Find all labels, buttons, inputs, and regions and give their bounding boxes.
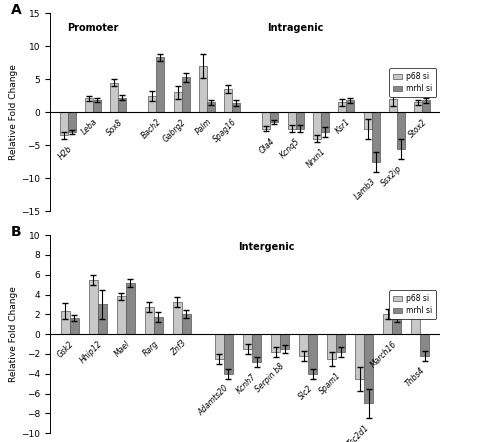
Bar (232, 103, 240, 112)
Text: Intragenic: Intragenic (268, 23, 324, 33)
Text: Rarg: Rarg (141, 339, 160, 358)
Text: A: A (11, 4, 22, 17)
Bar (321, 112, 329, 132)
Bar (117, 297, 126, 334)
Bar (60, 112, 68, 135)
Bar (252, 334, 261, 362)
Text: Spag16: Spag16 (212, 117, 238, 144)
Bar (88, 280, 98, 334)
Bar (414, 103, 422, 112)
Text: B: B (11, 225, 22, 239)
Bar (288, 112, 296, 129)
Text: Znf3: Znf3 (170, 339, 188, 358)
Bar (207, 103, 215, 112)
Bar (364, 334, 373, 404)
Text: Gabrg2: Gabrg2 (162, 117, 188, 144)
Bar (126, 282, 134, 334)
Text: Bach2: Bach2 (140, 117, 162, 141)
Text: Hhip12: Hhip12 (78, 339, 104, 365)
Bar (364, 112, 372, 129)
Bar (224, 89, 232, 112)
Bar (397, 112, 405, 149)
Bar (270, 112, 278, 122)
Bar (145, 307, 154, 334)
Bar (93, 100, 101, 112)
Text: Ssx2ip: Ssx2ip (379, 164, 404, 188)
Text: Lamb3: Lamb3 (353, 177, 378, 202)
Bar (336, 334, 345, 352)
Bar (313, 112, 321, 139)
Bar (392, 319, 402, 334)
Bar (243, 334, 252, 349)
Bar (372, 112, 380, 162)
Y-axis label: Relative Fold Change: Relative Fold Change (10, 65, 18, 160)
Y-axis label: Relative Fold Change: Relative Fold Change (10, 286, 18, 382)
Bar (280, 334, 289, 349)
Bar (199, 66, 207, 112)
Text: Spam1: Spam1 (318, 371, 342, 396)
Bar (422, 100, 430, 112)
Legend: p68 si, mrhl si: p68 si, mrhl si (390, 290, 436, 319)
Text: Nrxn1: Nrxn1 (304, 147, 328, 170)
Bar (262, 112, 270, 129)
Bar (118, 98, 126, 112)
Text: Adamts20: Adamts20 (196, 384, 230, 418)
Text: Intergenic: Intergenic (238, 242, 294, 252)
Bar (60, 311, 70, 334)
Bar (174, 92, 182, 112)
Bar (338, 103, 346, 112)
Bar (296, 112, 304, 129)
Bar (148, 96, 156, 112)
Bar (68, 112, 76, 132)
Text: Stox2: Stox2 (407, 117, 428, 139)
Bar (389, 99, 397, 112)
Bar (154, 317, 163, 334)
Bar (110, 83, 118, 112)
Bar (224, 334, 233, 374)
Text: Ola4: Ola4 (258, 137, 276, 155)
Text: H2b: H2b (57, 144, 74, 161)
Text: Sox8: Sox8 (105, 117, 124, 137)
Bar (327, 334, 336, 359)
Text: Promoter: Promoter (68, 23, 118, 33)
Bar (156, 57, 164, 112)
Bar (215, 334, 224, 359)
Bar (98, 305, 106, 334)
Text: Thbs4: Thbs4 (404, 366, 426, 389)
Text: Tsc2d1: Tsc2d1 (346, 423, 370, 442)
Bar (173, 302, 182, 334)
Bar (85, 99, 93, 112)
Text: Gsk2: Gsk2 (56, 339, 76, 359)
Bar (70, 318, 78, 334)
Text: Kcnh7: Kcnh7 (235, 372, 258, 395)
Text: Kcnq5: Kcnq5 (279, 137, 302, 160)
Text: March16: March16 (369, 339, 398, 369)
Bar (299, 334, 308, 356)
Bar (308, 334, 317, 374)
Text: Ksr1: Ksr1 (334, 117, 352, 136)
Bar (271, 334, 280, 352)
Bar (182, 77, 190, 112)
Bar (412, 314, 420, 334)
Text: Slc2: Slc2 (296, 384, 314, 401)
Text: Mael: Mael (113, 339, 132, 358)
Bar (420, 334, 430, 356)
Bar (346, 100, 354, 112)
Bar (384, 314, 392, 334)
Text: Palm: Palm (194, 117, 214, 137)
Bar (182, 314, 191, 334)
Text: Leba: Leba (80, 117, 100, 137)
Text: Serpin b8: Serpin b8 (254, 362, 286, 394)
Legend: p68 si, mrhl si: p68 si, mrhl si (390, 68, 436, 97)
Bar (356, 334, 364, 379)
